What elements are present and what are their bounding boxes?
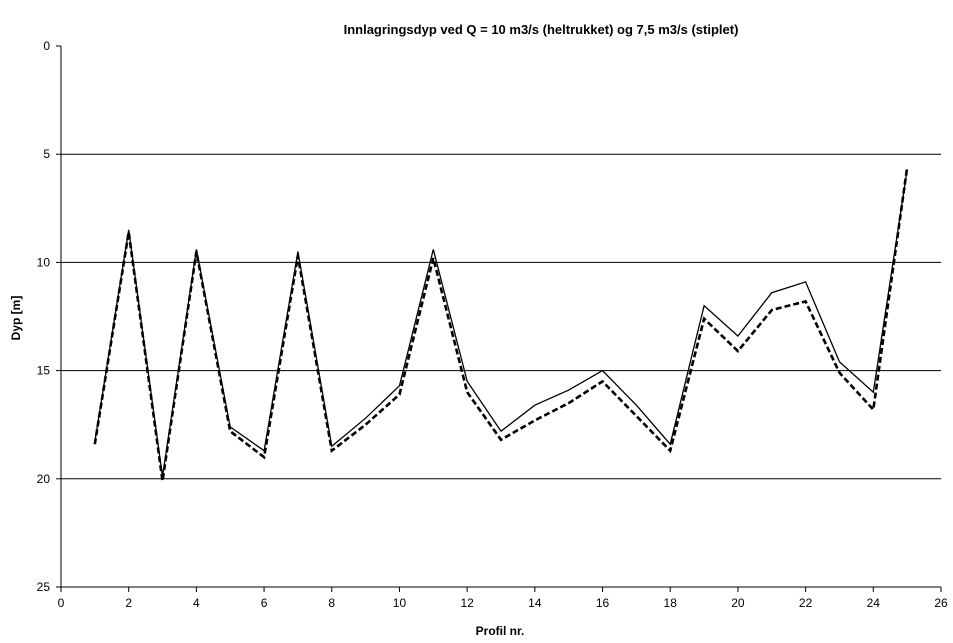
y-axis-label: Dyp [m]	[9, 296, 23, 341]
x-axis-label: Profil nr.	[476, 624, 525, 638]
x-tick-label: 10	[393, 596, 407, 610]
x-tick-label: 4	[193, 596, 200, 610]
gridlines	[61, 153, 941, 588]
series-line-solid	[94, 169, 908, 477]
y-tick-label: 0	[43, 39, 50, 53]
axes	[60, 46, 941, 588]
y-tick-label: 15	[37, 364, 51, 378]
x-tick-label: 14	[528, 596, 542, 610]
x-tick-label: 16	[596, 596, 610, 610]
x-tick-label: 18	[664, 596, 678, 610]
x-tick-label: 6	[261, 596, 268, 610]
x-tick-label: 22	[799, 596, 813, 610]
y-tick-label: 5	[43, 147, 50, 161]
x-tick-label: 26	[934, 596, 948, 610]
x-tick-label: 12	[460, 596, 474, 610]
chart-title: Innlagringsdyp ved Q = 10 m3/s (heltrukk…	[344, 22, 739, 37]
y-tick-label: 25	[37, 580, 51, 594]
x-tick-label: 2	[125, 596, 132, 610]
x-tick-label: 0	[58, 596, 65, 610]
series-line-dashed	[93, 167, 909, 482]
x-tick-label: 8	[328, 596, 335, 610]
x-axis-ticks: 0 2 4 6 8 10 12 14 16 18 20 22 24 26	[58, 587, 948, 610]
y-tick-label: 20	[37, 472, 51, 486]
x-tick-label: 20	[731, 596, 745, 610]
data-series	[93, 167, 909, 482]
y-tick-label: 10	[37, 255, 51, 269]
x-tick-label: 24	[867, 596, 881, 610]
y-axis-ticks: 0 5 10 15 20 25	[37, 39, 61, 594]
